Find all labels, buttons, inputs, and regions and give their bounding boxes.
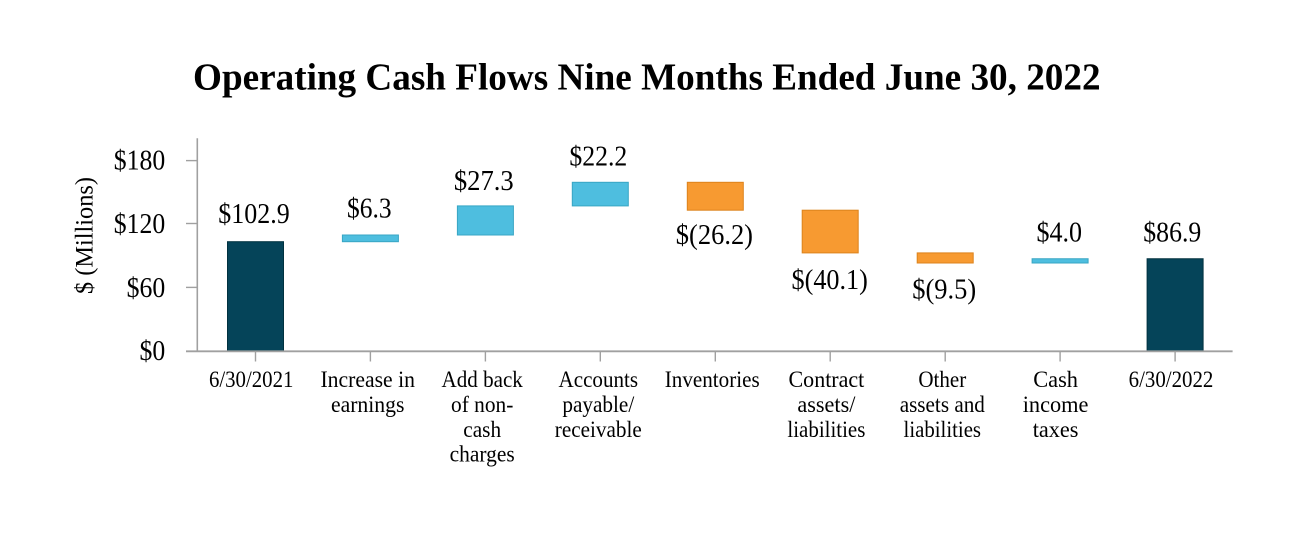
svg-text:$(40.1): $(40.1) [792,265,868,296]
svg-text:6/30/2021: 6/30/2021 [209,367,294,392]
svg-text:income: income [1023,392,1089,417]
svg-text:$6.3: $6.3 [347,193,392,224]
svg-text:Operating Cash Flows Nine Mont: Operating Cash Flows Nine Months Ended J… [193,57,1101,99]
svg-text:assets/: assets/ [797,392,856,417]
svg-text:liabilities: liabilities [787,417,865,442]
svg-text:receivable: receivable [555,417,642,442]
svg-text:assets and: assets and [900,392,986,417]
svg-text:Add back: Add back [442,367,524,392]
svg-text:$27.3: $27.3 [454,166,514,197]
svg-text:Accounts: Accounts [559,367,639,392]
svg-text:Contract: Contract [789,367,865,392]
svg-text:$102.9: $102.9 [218,199,289,230]
svg-text:charges: charges [450,441,515,466]
svg-text:6/30/2022: 6/30/2022 [1129,367,1214,392]
svg-text:$(9.5): $(9.5) [912,274,976,305]
svg-text:$(26.2): $(26.2) [676,220,753,251]
svg-text:$ (Millions): $ (Millions) [72,177,99,294]
svg-text:of non-: of non- [451,392,513,417]
svg-text:Inventories: Inventories [665,367,760,392]
svg-text:payable/: payable/ [562,392,634,417]
svg-text:$4.0: $4.0 [1036,217,1082,248]
svg-text:$22.2: $22.2 [569,141,627,172]
svg-text:liabilities: liabilities [904,417,982,442]
svg-text:Increase in: Increase in [320,367,415,392]
svg-text:$120: $120 [114,209,165,240]
svg-text:$180: $180 [114,146,165,177]
svg-text:$86.9: $86.9 [1143,217,1201,248]
svg-text:cash: cash [463,417,501,442]
svg-text:taxes: taxes [1033,417,1079,442]
svg-text:Other: Other [918,367,966,392]
svg-text:earnings: earnings [331,392,405,417]
svg-text:Cash: Cash [1033,367,1078,392]
svg-text:$60: $60 [127,273,166,304]
svg-text:$0: $0 [140,336,166,367]
